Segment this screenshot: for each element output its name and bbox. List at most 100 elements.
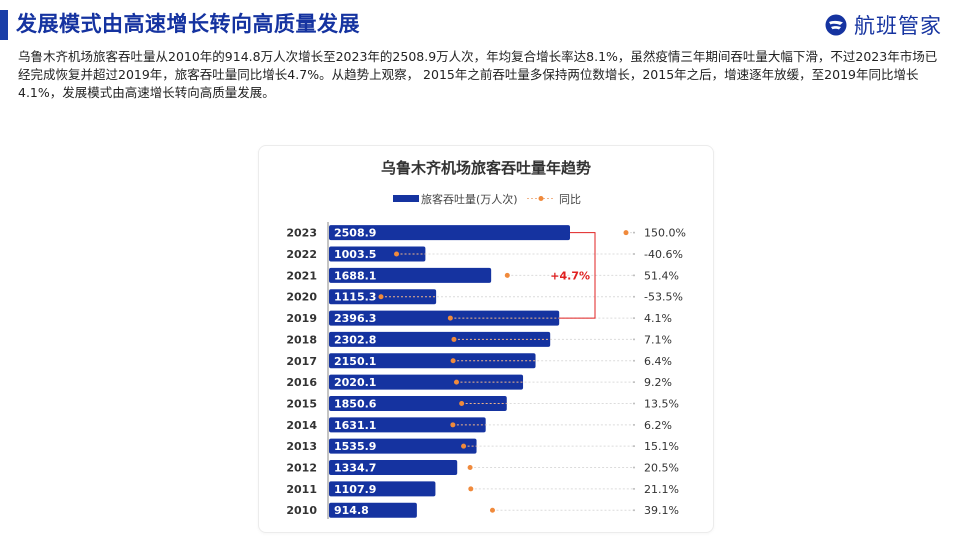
legend-dot-label: 同比	[559, 193, 581, 206]
title-accent-bar	[0, 10, 8, 40]
row-end-tick	[633, 231, 635, 234]
category-label: 2019	[286, 312, 317, 325]
row-end-tick	[633, 274, 635, 277]
bar	[329, 374, 524, 390]
bar-value-label: 1003.5	[334, 248, 376, 261]
brand-name: 航班管家	[854, 14, 942, 38]
yoy-label: 4.1%	[644, 312, 672, 325]
bar	[329, 225, 570, 241]
brand-logo-icon	[825, 14, 847, 36]
bar-value-label: 2396.3	[334, 312, 376, 325]
yoy-dot	[453, 379, 459, 385]
annotation-label: +4.7%	[550, 269, 590, 282]
yoy-dot	[451, 336, 457, 342]
bar-value-label: 1107.9	[334, 483, 376, 496]
row-end-tick	[633, 423, 635, 426]
bar-value-label: 1115.3	[334, 291, 376, 304]
yoy-label: 6.2%	[644, 419, 672, 432]
bar	[329, 267, 492, 283]
category-label: 2021	[286, 269, 317, 282]
row-end-tick	[633, 445, 635, 448]
bar-value-label: 1850.6	[334, 397, 377, 410]
bar-value-label: 2508.9	[334, 227, 376, 240]
bar	[329, 310, 560, 326]
bar	[329, 331, 551, 347]
category-label: 2015	[286, 397, 317, 410]
yoy-dot	[461, 443, 467, 449]
page-title: 发展模式由高速增长转向高质量发展	[16, 12, 360, 36]
bar	[329, 502, 417, 518]
yoy-label: 6.4%	[644, 355, 672, 368]
bar	[329, 395, 507, 411]
yoy-dot	[394, 251, 400, 257]
yoy-dot	[378, 294, 384, 300]
chart-row: 2017 2150.1 6.4%	[286, 353, 672, 369]
yoy-dot	[467, 465, 473, 471]
chart-row: 2010 914.8 39.1%	[286, 502, 679, 518]
brand: 航班管家	[824, 10, 942, 40]
chart-row: 2021 1688.1 51.4%	[286, 267, 679, 283]
category-label: 2016	[286, 376, 317, 389]
yoy-label: 21.1%	[644, 483, 679, 496]
yoy-label: 150.0%	[644, 227, 686, 240]
chart-row: 2014 1631.1 6.2%	[286, 417, 672, 433]
row-end-tick	[633, 359, 635, 362]
chart-row: 2012 1334.7 20.5%	[286, 460, 679, 476]
yoy-label: 13.5%	[644, 397, 679, 410]
chart-rows: 2023 2508.9 150.0% 2022 1003.5 -40.6% 2021 1688…	[286, 225, 686, 518]
chart-card: 乌鲁木齐机场旅客吞吐量年趋势 旅客吞吐量(万人次) 同比 2023 2508.9 1…	[258, 145, 714, 533]
yoy-label: 7.1%	[644, 333, 672, 346]
chart-row: 2015 1850.6 13.5%	[286, 395, 679, 411]
row-end-tick	[633, 466, 635, 469]
growth-annotation: +4.7%	[550, 232, 596, 319]
chart-row: 2020 1115.3 -53.5%	[286, 289, 683, 305]
yoy-dot	[450, 422, 456, 428]
category-label: 2012	[286, 462, 317, 475]
bar-value-label: 1688.1	[334, 269, 376, 282]
category-label: 2010	[286, 504, 317, 517]
chart-row: 2016 2020.1 9.2%	[286, 374, 672, 390]
yoy-label: 9.2%	[644, 376, 672, 389]
chart-row: 2011 1107.9 21.1%	[286, 481, 679, 497]
category-label: 2011	[286, 483, 317, 496]
legend-bar-label: 旅客吞吐量(万人次)	[421, 192, 518, 206]
yoy-label: 15.1%	[644, 440, 679, 453]
yoy-label: 20.5%	[644, 462, 679, 475]
bar	[329, 353, 536, 369]
chart-row: 2023 2508.9 150.0%	[286, 225, 686, 241]
category-label: 2014	[286, 419, 317, 432]
row-end-tick	[633, 317, 635, 320]
bar	[329, 417, 486, 433]
bar-value-label: 1535.9	[334, 440, 376, 453]
bar-value-label: 1631.1	[334, 419, 376, 432]
yoy-label: 39.1%	[644, 504, 679, 517]
bar	[329, 481, 436, 497]
chart-row: 2018 2302.8 7.1%	[286, 331, 672, 347]
legend-bar-swatch	[393, 195, 419, 202]
yoy-label: -40.6%	[644, 248, 683, 261]
bar-value-label: 2302.8	[334, 333, 376, 346]
legend-dot-swatch	[538, 196, 544, 201]
description-text: 乌鲁木齐机场旅客吞吐量从2010年的914.8万人次增长至2023年的2508.…	[18, 49, 938, 100]
row-end-tick	[633, 338, 635, 341]
throughput-chart: 乌鲁木齐机场旅客吞吐量年趋势 旅客吞吐量(万人次) 同比 2023 2508.9 1…	[286, 159, 686, 519]
category-label: 2013	[286, 440, 317, 453]
row-end-tick	[633, 253, 635, 256]
bar-value-label: 914.8	[334, 504, 369, 517]
chart-row: 2013 1535.9 15.1%	[286, 438, 679, 454]
yoy-label: 51.4%	[644, 269, 679, 282]
bar	[329, 460, 458, 476]
row-end-tick	[633, 381, 635, 384]
bar	[329, 438, 477, 454]
chart-row: 2019 2396.3 4.1%	[286, 310, 672, 326]
yoy-dot	[450, 358, 456, 364]
bar-value-label: 2150.1	[334, 355, 376, 368]
row-end-tick	[633, 295, 635, 298]
category-label: 2020	[286, 291, 317, 304]
bar	[329, 246, 426, 262]
annotation-bracket	[559, 232, 596, 319]
yoy-dot	[459, 400, 465, 406]
row-end-tick	[633, 509, 635, 512]
bar-value-label: 2020.1	[334, 376, 376, 389]
yoy-dot	[468, 486, 474, 492]
